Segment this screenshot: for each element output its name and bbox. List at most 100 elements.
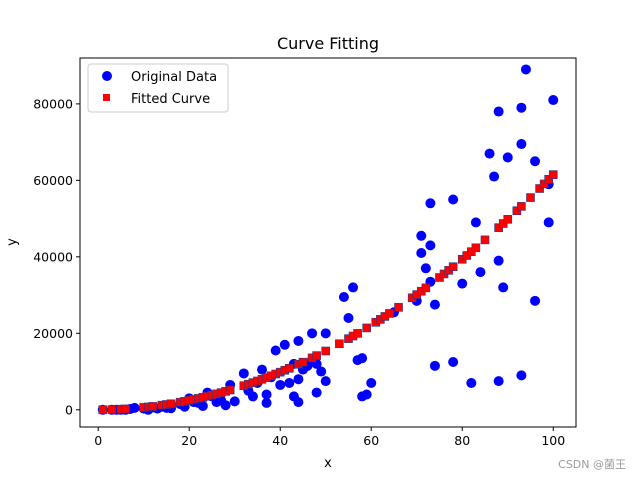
fitted-curve-point	[394, 303, 403, 312]
original-data-point	[197, 400, 208, 411]
original-data-point	[320, 376, 331, 387]
original-data-point	[357, 353, 368, 364]
fitted-curve-point	[480, 235, 490, 245]
original-data-point	[257, 364, 268, 375]
original-data-point	[220, 400, 231, 411]
original-data-point	[279, 339, 290, 350]
original-data-point	[429, 360, 440, 371]
original-data-point	[470, 217, 481, 228]
original-data-point	[343, 313, 354, 324]
legend-marker-fitted	[103, 94, 110, 101]
fitted-curve-point	[385, 309, 394, 318]
fitted-curve-point	[526, 193, 535, 202]
original-data-point	[307, 328, 318, 339]
original-data-point	[448, 194, 459, 205]
original-data-point	[293, 397, 304, 408]
fitted-curve-point	[517, 202, 526, 211]
original-data-point	[420, 263, 431, 274]
original-data-point	[493, 255, 504, 266]
fitted-curve-point	[421, 283, 431, 293]
original-data-point	[493, 106, 504, 117]
x-tick-label: 20	[181, 433, 197, 448]
y-tick-label: 20000	[33, 326, 73, 341]
y-tick-label: 0	[65, 402, 73, 417]
original-data-point	[516, 370, 527, 381]
fitted-curve-point	[312, 351, 321, 360]
fitted-curve-point	[298, 357, 308, 367]
fitted-curve-point	[503, 215, 513, 224]
fitted-curve-point	[544, 175, 553, 184]
original-data-point	[475, 267, 486, 278]
original-data-point	[516, 139, 527, 150]
legend-label-fitted: Fitted Curve	[131, 92, 210, 107]
original-data-point	[516, 102, 527, 113]
original-data-point	[484, 148, 495, 159]
original-data-point	[316, 366, 327, 377]
fitted-curve-point	[448, 262, 458, 272]
fitted-curve-point	[548, 170, 558, 179]
fitted-curve-point	[148, 402, 158, 411]
fitted-curve-point	[98, 405, 108, 415]
fitted-curve-point	[285, 364, 294, 373]
fitted-curve-point	[121, 404, 130, 414]
fitted-curve-point	[535, 184, 544, 193]
fitted-curve-point	[539, 179, 549, 189]
original-data-point	[275, 379, 286, 390]
plot-frame	[79, 57, 577, 428]
original-data-point	[530, 156, 541, 167]
fitted-curve-point	[335, 339, 344, 349]
original-data-point	[530, 295, 541, 306]
legend-label-original: Original Data	[131, 70, 217, 85]
original-data-point	[457, 278, 468, 289]
original-data-point	[425, 198, 436, 209]
original-data-point	[489, 171, 500, 182]
watermark: CSDN @菌王	[558, 458, 626, 471]
original-data-point	[493, 376, 504, 387]
original-data-point	[520, 64, 531, 75]
y-axis-ticks: 0 20000 40000 60000 80000	[33, 96, 80, 417]
original-data-point	[261, 397, 272, 408]
x-tick-label: 60	[363, 433, 379, 448]
original-data-point	[502, 152, 513, 163]
original-data-point	[361, 389, 372, 400]
original-data-point	[448, 356, 459, 367]
original-data-point	[247, 391, 258, 402]
original-data-point	[293, 335, 304, 346]
original-data-point	[261, 389, 272, 400]
original-data-point	[229, 396, 240, 407]
fitted-curve-point	[512, 206, 522, 216]
original-data-point	[320, 328, 331, 339]
legend-box	[87, 63, 229, 113]
original-data-point	[293, 374, 304, 385]
fitted-curve-point	[471, 243, 481, 253]
original-data-point	[416, 230, 427, 241]
original-data-point	[548, 95, 559, 106]
original-data-point	[348, 282, 359, 293]
original-data-point	[129, 402, 140, 413]
chart-title: Curve Fitting	[277, 34, 379, 53]
y-tick-label: 60000	[33, 173, 73, 188]
fitted-curve-point	[321, 346, 331, 356]
x-tick-label: 100	[541, 433, 565, 448]
legend: Original Data Fitted Curve	[87, 63, 229, 113]
fitted-curve-point	[362, 323, 371, 333]
original-data-point	[466, 378, 477, 389]
x-tick-label: 80	[454, 433, 470, 448]
original-data-point	[425, 240, 436, 251]
original-data-point	[366, 378, 377, 389]
x-tick-label: 40	[272, 433, 288, 448]
original-data-point	[416, 248, 427, 259]
original-data-point	[338, 291, 349, 302]
original-data-point	[498, 282, 509, 293]
x-axis-label: x	[324, 456, 332, 471]
legend-marker-original	[102, 71, 112, 81]
original-data-point	[311, 387, 322, 398]
x-axis-ticks: 0 20 40 60 80 100	[94, 427, 565, 448]
fitted-curve-series	[98, 170, 558, 415]
original-data-point	[238, 368, 249, 379]
fitted-curve-point	[166, 399, 176, 409]
fitted-curve-point	[353, 329, 362, 338]
y-axis-label: y	[5, 238, 20, 246]
original-data-point	[284, 378, 295, 389]
original-data-point	[270, 345, 281, 356]
